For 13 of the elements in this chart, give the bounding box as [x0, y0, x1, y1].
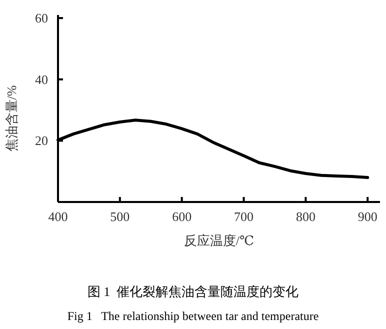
x-tick-label: 700 — [234, 209, 254, 224]
x-tick-label: 500 — [110, 209, 130, 224]
x-tick-label: 800 — [296, 209, 316, 224]
x-tick-label: 400 — [48, 209, 68, 224]
y-tick-label: 40 — [35, 72, 48, 87]
y-tick-label: 20 — [35, 133, 48, 148]
y-axis-title: 焦油含量/% — [4, 85, 19, 152]
x-tick-label: 600 — [172, 209, 192, 224]
y-tick-label: 60 — [35, 10, 48, 26]
x-tick-label: 900 — [358, 209, 378, 224]
caption: Fig 1 The relationship between tar and temperature — [67, 309, 319, 323]
x-axis-title: 反应温度/℃ — [184, 233, 254, 248]
caption: 图 1 催化裂解焦油含量随温度的变化 — [87, 284, 299, 299]
